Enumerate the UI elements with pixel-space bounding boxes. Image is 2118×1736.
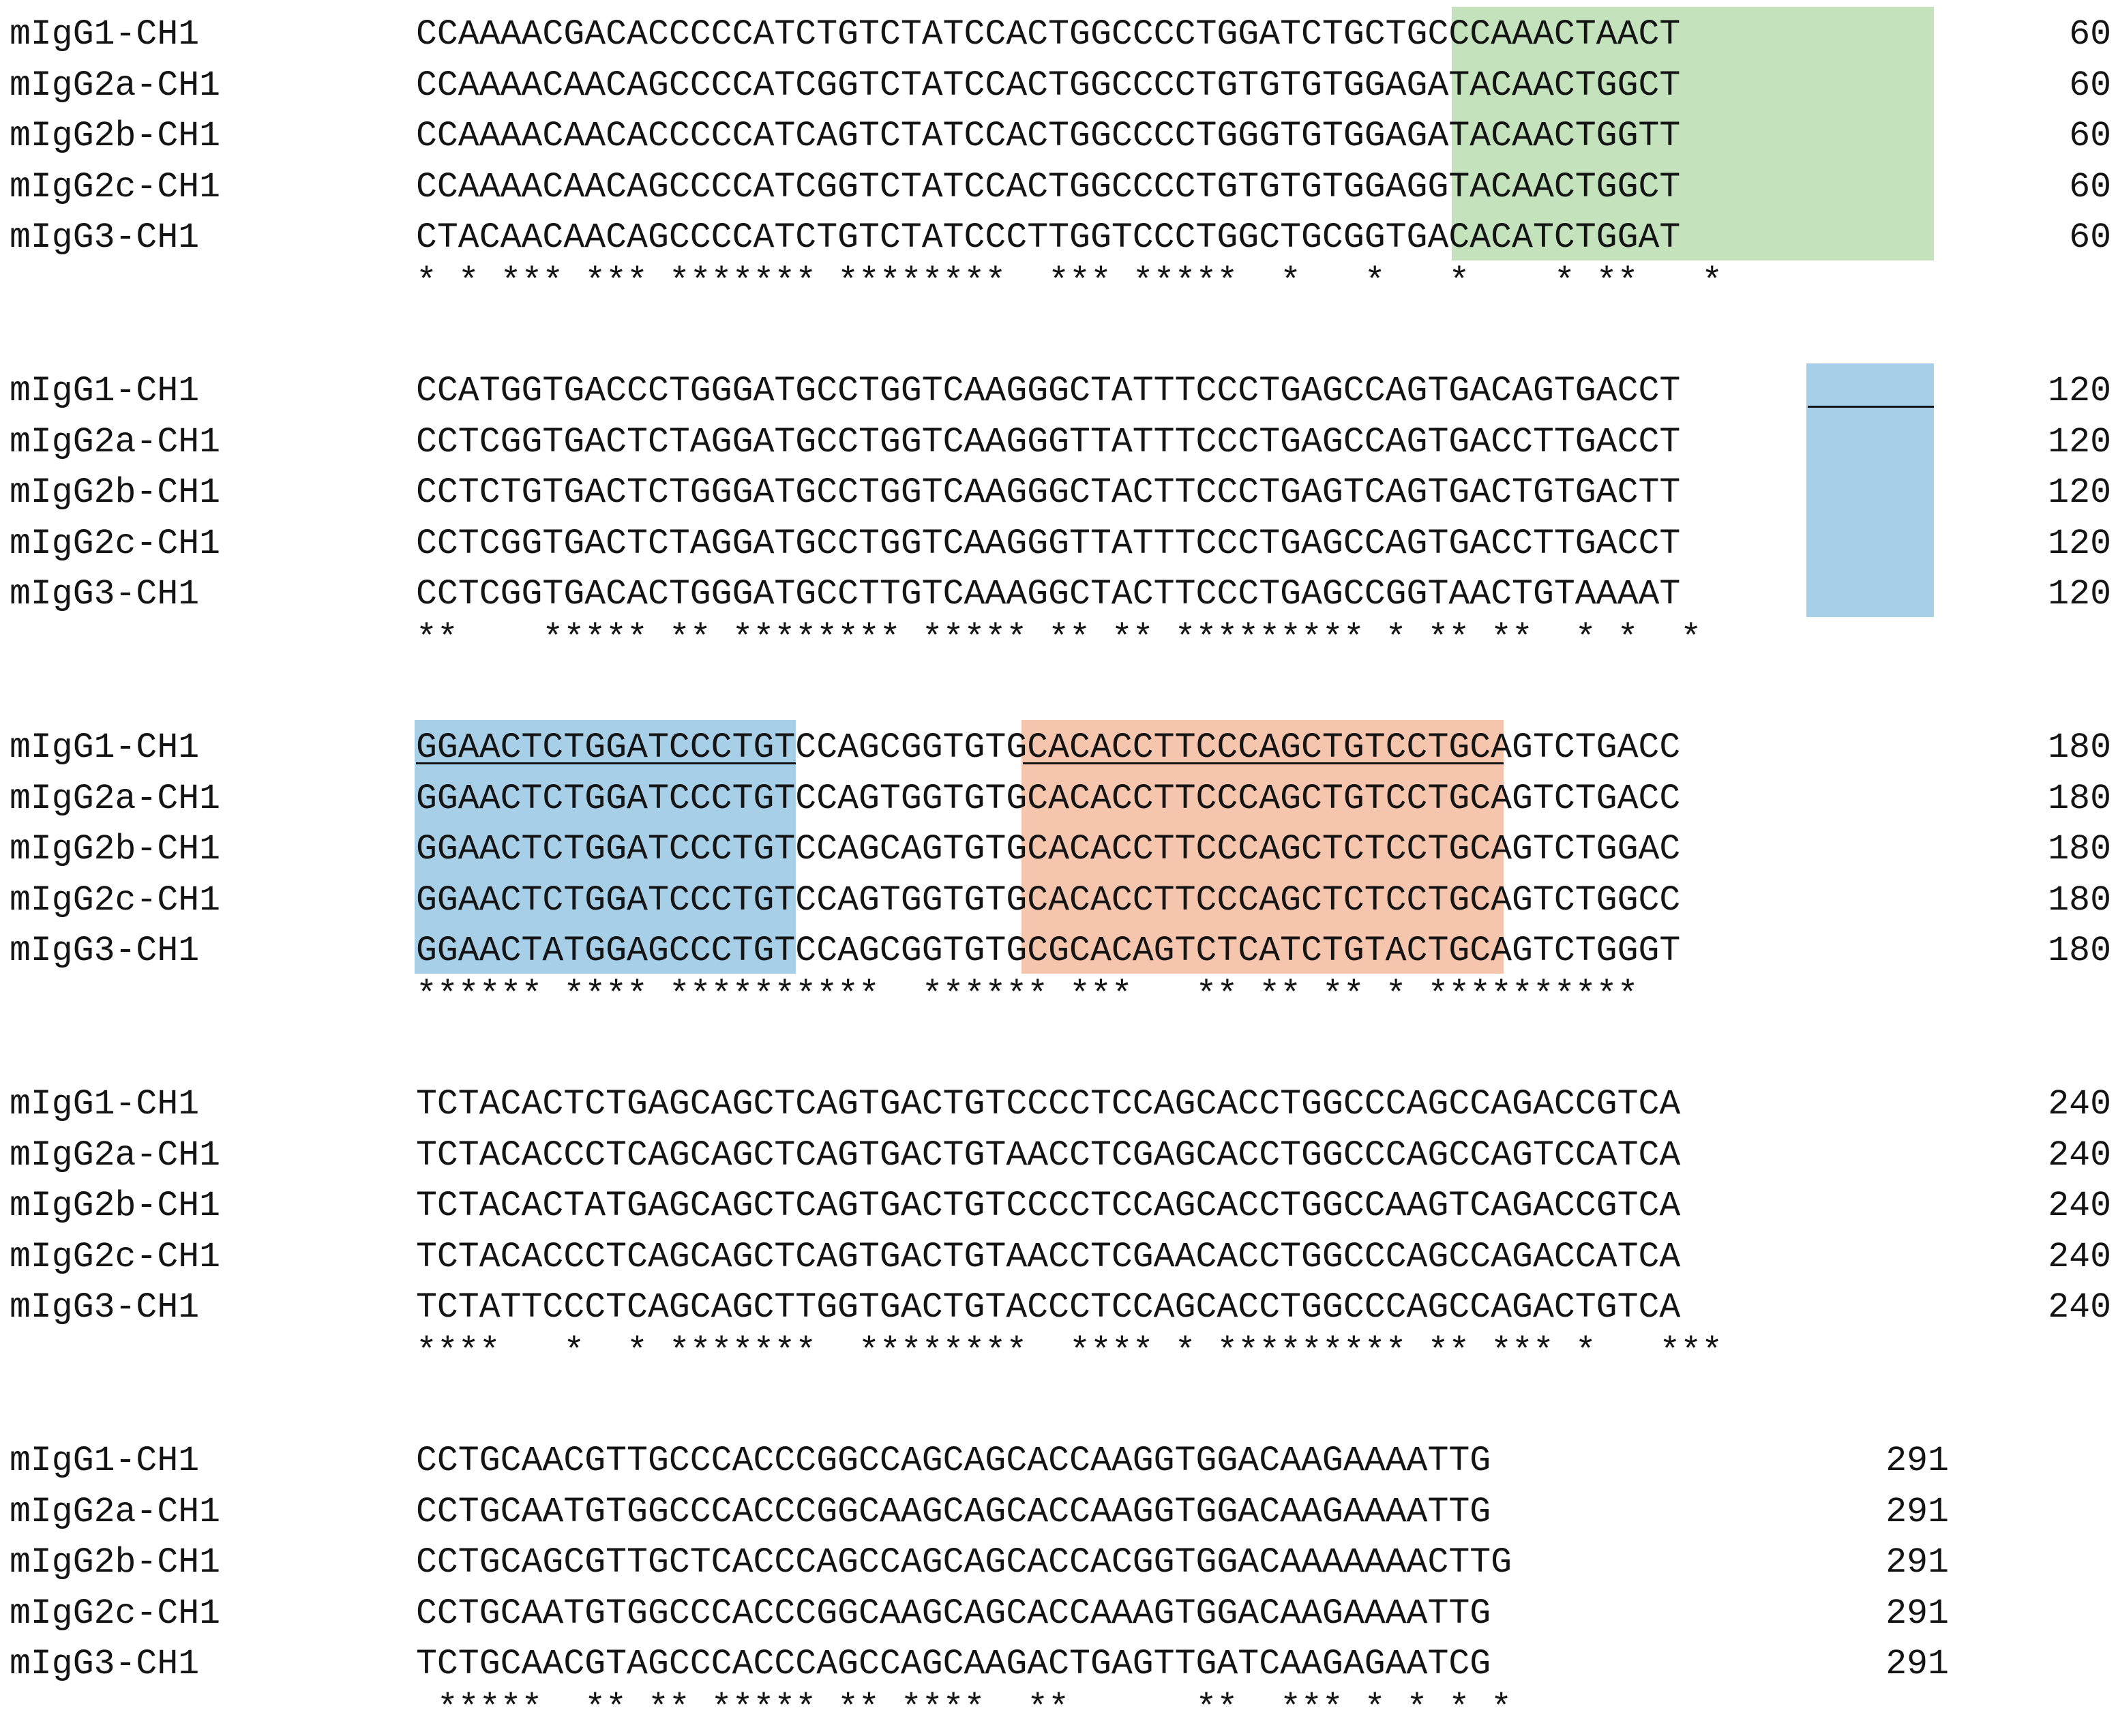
position-number: 240 bbox=[2048, 1186, 2111, 1227]
sequence-name-label: mIgG3-CH1 bbox=[10, 1288, 200, 1328]
sequence-name-label: mIgG2b-CH1 bbox=[10, 117, 221, 157]
position-number: 180 bbox=[2048, 728, 2111, 768]
position-number: 120 bbox=[2048, 422, 2111, 462]
sequence-name-label: mIgG2c-CH1 bbox=[10, 1593, 221, 1634]
sequence-row: TCTACACTCTGAGCAGCTCAGTGACTGTCCCCTCCAGCAC… bbox=[416, 1085, 1681, 1124]
consensus-row: **** * * ******* ******** **** * *******… bbox=[416, 1332, 1723, 1372]
sequence-row: CCTCGGTGACACTGGGATGCCTTGTCAAAGGCTACTTCCC… bbox=[416, 575, 1681, 615]
consensus-row: ***** ** ** ***** ** **** ** ** *** * * … bbox=[416, 1689, 1512, 1728]
sequence-name-label: mIgG2b-CH1 bbox=[10, 830, 221, 870]
sequence-row: GGAACTCTGGATCCCTGTCCAGCGGTGTGCACACCTTCCC… bbox=[416, 728, 1681, 768]
sequence-row: CCATGGTGACCCTGGGATGCCTGGTCAAGGGCTATTTCCC… bbox=[416, 372, 1681, 411]
position-number: 60 bbox=[2069, 117, 2111, 157]
sequence-name-label: mIgG2a-CH1 bbox=[10, 422, 221, 462]
position-number: 120 bbox=[2048, 575, 2111, 615]
sequence-row: CCAAAACAACAGCCCCATCGGTCTATCCACTGGCCCCTGT… bbox=[416, 167, 1681, 207]
sequence-name-label: mIgG2c-CH1 bbox=[10, 1237, 221, 1277]
position-number: 120 bbox=[2048, 372, 2111, 411]
underline-mark bbox=[1807, 406, 1934, 408]
sequence-name-label: mIgG2a-CH1 bbox=[10, 779, 221, 819]
sequence-name-label: mIgG2a-CH1 bbox=[10, 1135, 221, 1176]
highlight-region-green bbox=[1452, 7, 1934, 261]
sequence-row: CCTCTGTGACTCTGGGATGCCTGGTCAAGGGCTACTTCCC… bbox=[416, 473, 1681, 513]
sequence-row: TCTATTCCCTCAGCAGCTTGGTGACTGTACCCTCCAGCAC… bbox=[416, 1288, 1681, 1328]
sequence-name-label: mIgG2b-CH1 bbox=[10, 473, 221, 513]
sequence-name-label: mIgG2c-CH1 bbox=[10, 880, 221, 921]
sequence-name-label: mIgG3-CH1 bbox=[10, 1645, 200, 1685]
sequence-row: CCTCGGTGACTCTAGGATGCCTGGTCAAGGGTTATTTCCC… bbox=[416, 422, 1681, 462]
sequence-row: TCTACACCCTCAGCAGCTCAGTGACTGTAACCTCGAGCAC… bbox=[416, 1135, 1681, 1176]
position-number: 180 bbox=[2048, 779, 2111, 819]
sequence-name-label: mIgG1-CH1 bbox=[10, 728, 200, 768]
sequence-row: CCTGCAATGTGGCCCACCCGGCAAGCAGCACCAAAGTGGA… bbox=[416, 1593, 1491, 1634]
sequence-row: CCTGCAGCGTTGCTCACCCAGCCAGCAGCACCACGGTGGA… bbox=[416, 1543, 1512, 1583]
sequence-row: CCAAAACGACACCCCCATCTGTCTATCCACTGGCCCCTGG… bbox=[416, 15, 1681, 55]
position-number: 240 bbox=[2048, 1085, 2111, 1124]
position-number: 291 bbox=[1885, 1593, 1949, 1634]
position-number: 180 bbox=[2048, 880, 2111, 921]
sequence-row: CCAAAACAACACCCCCATCAGTCTATCCACTGGCCCCTGG… bbox=[416, 117, 1681, 157]
highlight-region-blue-a bbox=[1806, 363, 1934, 618]
consensus-row: ** ***** ** ******** ***** ** ** *******… bbox=[416, 619, 1702, 659]
sequence-row: TCTACACCCTCAGCAGCTCAGTGACTGTAACCTCGAACAC… bbox=[416, 1237, 1681, 1277]
sequence-row: GGAACTCTGGATCCCTGTCCAGTGGTGTGCACACCTTCCC… bbox=[416, 880, 1681, 921]
position-number: 60 bbox=[2069, 65, 2111, 106]
sequence-row: CTACAACAACAGCCCCATCTGTCTATCCCTTGGTCCCTGG… bbox=[416, 218, 1681, 258]
sequence-row: CCTGCAACGTTGCCCACCCGGCCAGCAGCACCAAGGTGGA… bbox=[416, 1441, 1491, 1481]
sequence-row: GGAACTCTGGATCCCTGTCCAGCAGTGTGCACACCTTCCC… bbox=[416, 830, 1681, 870]
sequence-name-label: mIgG1-CH1 bbox=[10, 372, 200, 411]
consensus-row: * * *** *** ******* ******** *** ***** *… bbox=[416, 263, 1723, 302]
sequence-row: CCTGCAATGTGGCCCACCCGGCAAGCAGCACCAAGGTGGA… bbox=[416, 1492, 1491, 1532]
sequence-name-label: mIgG2b-CH1 bbox=[10, 1543, 221, 1583]
underline-mark bbox=[1023, 762, 1504, 764]
sequence-row: GGAACTCTGGATCCCTGTCCAGTGGTGTGCACACCTTCCC… bbox=[416, 779, 1681, 819]
sequence-row: TCTGCAACGTAGCCCACCCAGCCAGCAAGACTGAGTTGAT… bbox=[416, 1645, 1491, 1685]
sequence-name-label: mIgG1-CH1 bbox=[10, 15, 200, 55]
consensus-row: ****** **** ********** ****** *** ** ** … bbox=[416, 976, 1639, 1015]
position-number: 120 bbox=[2048, 524, 2111, 564]
position-number: 291 bbox=[1885, 1492, 1949, 1532]
position-number: 180 bbox=[2048, 931, 2111, 972]
sequence-row: GGAACTATGGAGCCCTGTCCAGCGGTGTGCGCACAGTCTC… bbox=[416, 931, 1681, 972]
sequence-name-label: mIgG2c-CH1 bbox=[10, 167, 221, 207]
sequence-name-label: mIgG3-CH1 bbox=[10, 218, 200, 258]
position-number: 291 bbox=[1885, 1441, 1949, 1481]
position-number: 240 bbox=[2048, 1135, 2111, 1176]
sequence-name-label: mIgG2a-CH1 bbox=[10, 1492, 221, 1532]
position-number: 60 bbox=[2069, 15, 2111, 55]
sequence-name-label: mIgG2b-CH1 bbox=[10, 1186, 221, 1227]
sequence-row: CCTCGGTGACTCTAGGATGCCTGGTCAAGGGTTATTTCCC… bbox=[416, 524, 1681, 564]
position-number: 291 bbox=[1885, 1645, 1949, 1685]
sequence-name-label: mIgG2a-CH1 bbox=[10, 65, 221, 106]
sequence-name-label: mIgG3-CH1 bbox=[10, 931, 200, 972]
position-number: 240 bbox=[2048, 1288, 2111, 1328]
position-number: 60 bbox=[2069, 167, 2111, 207]
position-number: 60 bbox=[2069, 218, 2111, 258]
underline-mark bbox=[416, 762, 796, 764]
sequence-name-label: mIgG1-CH1 bbox=[10, 1441, 200, 1481]
sequence-name-label: mIgG2c-CH1 bbox=[10, 524, 221, 564]
sequence-row: CCAAAACAACAGCCCCATCGGTCTATCCACTGGCCCCTGT… bbox=[416, 65, 1681, 106]
position-number: 291 bbox=[1885, 1543, 1949, 1583]
position-number: 240 bbox=[2048, 1237, 2111, 1277]
position-number: 180 bbox=[2048, 830, 2111, 870]
sequence-name-label: mIgG1-CH1 bbox=[10, 1085, 200, 1124]
sequence-row: TCTACACTATGAGCAGCTCAGTGACTGTCCCCTCCAGCAC… bbox=[416, 1186, 1681, 1227]
sequence-name-label: mIgG3-CH1 bbox=[10, 575, 200, 615]
position-number: 120 bbox=[2048, 473, 2111, 513]
